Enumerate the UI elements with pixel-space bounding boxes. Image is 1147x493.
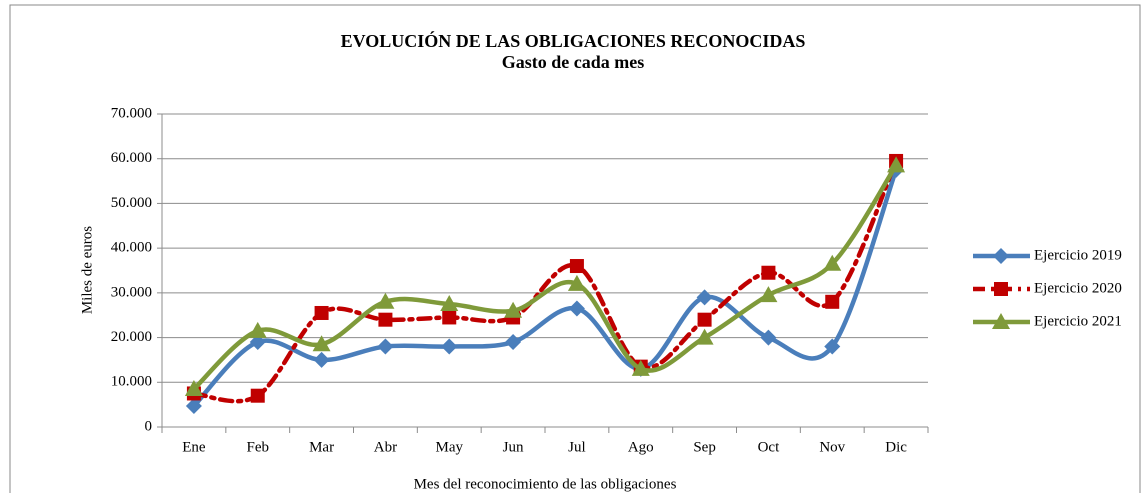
data-point (505, 334, 522, 351)
data-point (312, 335, 331, 352)
chart-title: EVOLUCIÓN DE LAS OBLIGACIONES RECONOCIDA… (341, 30, 806, 51)
x-tick-label: May (436, 439, 464, 455)
data-point (567, 274, 586, 291)
x-tick-label: Ene (182, 439, 206, 455)
data-point (250, 388, 265, 403)
data-point (378, 312, 393, 327)
x-tick-label: Jun (503, 439, 524, 455)
y-tick-label: 40.000 (111, 240, 152, 256)
x-tick-label: Jul (568, 439, 586, 455)
chart-border (9, 4, 1141, 493)
data-point (759, 286, 778, 303)
data-point (442, 310, 457, 325)
legend-label: Ejercicio 2019 (1034, 247, 1122, 263)
data-point (825, 294, 840, 309)
data-point (377, 338, 394, 355)
series-line (191, 158, 899, 404)
data-point (761, 265, 776, 280)
y-tick-label: 70.000 (111, 105, 152, 121)
data-point (823, 254, 842, 271)
x-axis-label: Mes del reconocimiento de las obligacion… (414, 476, 677, 492)
data-point (504, 301, 523, 318)
y-tick-label: 10.000 (111, 374, 152, 390)
legend-marker (992, 313, 1010, 329)
y-axis-label: Miles de euros (79, 226, 95, 314)
chart-subtitle: Gasto de cada mes (502, 52, 645, 72)
x-tick-label: Mar (309, 439, 334, 455)
data-point (313, 351, 330, 368)
data-point (184, 379, 203, 396)
data-point (824, 338, 841, 355)
x-tick-label: Nov (819, 439, 845, 455)
legend-label: Ejercicio 2021 (1034, 313, 1122, 329)
data-point (249, 334, 266, 351)
legend-marker (993, 248, 1009, 264)
data-point (185, 397, 202, 414)
data-point (314, 305, 329, 320)
data-point (568, 300, 585, 317)
legend-marker (994, 282, 1008, 296)
data-point (697, 312, 712, 327)
data-point (696, 289, 713, 306)
y-tick-label: 20.000 (111, 329, 152, 345)
y-tick-label: 0 (145, 418, 153, 434)
y-tick-label: 60.000 (111, 150, 152, 166)
x-tick-label: Ago (628, 439, 654, 455)
x-tick-label: Feb (247, 439, 270, 455)
x-tick-label: Oct (758, 439, 780, 455)
legend-label: Ejercicio 2020 (1034, 280, 1122, 296)
x-tick-label: Abr (374, 439, 397, 455)
data-point (695, 328, 714, 345)
y-tick-label: 50.000 (111, 195, 152, 211)
x-tick-label: Dic (885, 439, 907, 455)
data-point (631, 359, 650, 376)
data-point (441, 338, 458, 355)
data-point (376, 292, 395, 309)
data-point (248, 321, 267, 338)
series-line (191, 163, 899, 392)
data-point (887, 156, 906, 173)
data-point (440, 295, 459, 312)
y-tick-label: 30.000 (111, 284, 152, 300)
x-tick-label: Sep (693, 439, 716, 455)
data-point (569, 259, 584, 274)
data-point (760, 329, 777, 346)
